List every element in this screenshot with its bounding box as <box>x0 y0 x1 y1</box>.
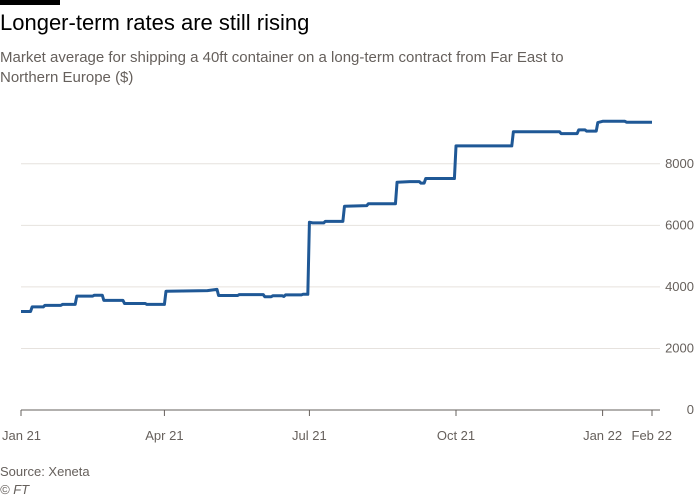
source-note: Source: Xeneta <box>0 464 90 479</box>
x-tick-label: Jan 21 <box>2 428 41 443</box>
y-tick-label: 6000 <box>665 217 694 232</box>
x-tick-label: Jul 21 <box>292 428 327 443</box>
y-tick-label: 0 <box>687 402 694 417</box>
x-tick-label: Oct 21 <box>437 428 475 443</box>
x-tick-label: Feb 22 <box>632 428 672 443</box>
y-tick-label: 8000 <box>665 156 694 171</box>
line-chart: 0 2000 4000 6000 8000 Jan 21 Apr 21 Jul 21 Oct … <box>2 119 694 443</box>
y-axis-ticks: 0 2000 4000 6000 8000 <box>665 156 694 417</box>
x-axis-ticks: Jan 21 Apr 21 Jul 21 Oct 21 Jan 22 Feb 22 <box>2 410 672 443</box>
series-layer <box>21 119 652 314</box>
series-line <box>21 119 652 314</box>
chart-subtitle: Market average for shipping a 40ft conta… <box>0 49 564 86</box>
y-tick-label: 4000 <box>665 279 694 294</box>
chart-title: Longer-term rates are still rising <box>0 10 310 35</box>
y-tick-label: 2000 <box>665 340 694 355</box>
x-tick-label: Jan 22 <box>583 428 622 443</box>
grid-lines <box>21 163 660 411</box>
ft-credit: © FT <box>0 482 30 497</box>
ft-top-bar <box>0 0 60 5</box>
x-tick-label: Apr 21 <box>145 428 183 443</box>
